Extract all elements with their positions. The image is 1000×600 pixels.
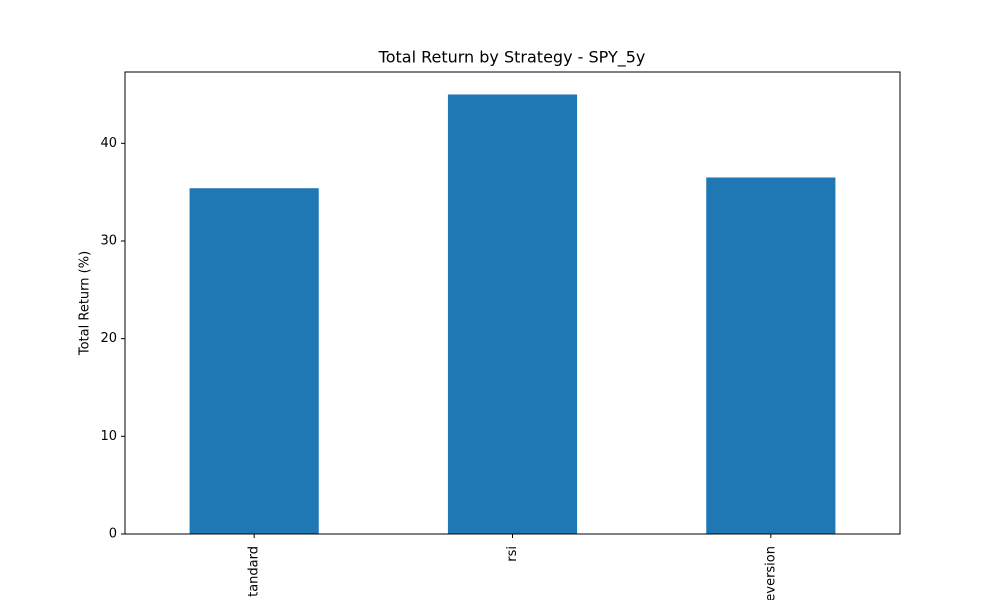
x-tick-label: rsi bbox=[505, 546, 520, 562]
y-tick-label: 10 bbox=[100, 429, 117, 444]
chart-title: Total Return by Strategy - SPY_5y bbox=[378, 48, 646, 68]
plot-frame bbox=[124, 71, 901, 535]
y-tick-label: 0 bbox=[109, 527, 117, 542]
bar bbox=[706, 177, 836, 534]
x-tick-label: eversion bbox=[763, 546, 778, 600]
x-tick-label: tandard bbox=[247, 546, 262, 597]
y-tick-label: 20 bbox=[100, 331, 117, 346]
y-axis-label: Total Return (%) bbox=[78, 251, 93, 356]
bar bbox=[189, 188, 319, 535]
y-tick-label: 30 bbox=[100, 233, 117, 248]
y-tick-label: 40 bbox=[100, 136, 117, 151]
bar bbox=[447, 94, 578, 534]
